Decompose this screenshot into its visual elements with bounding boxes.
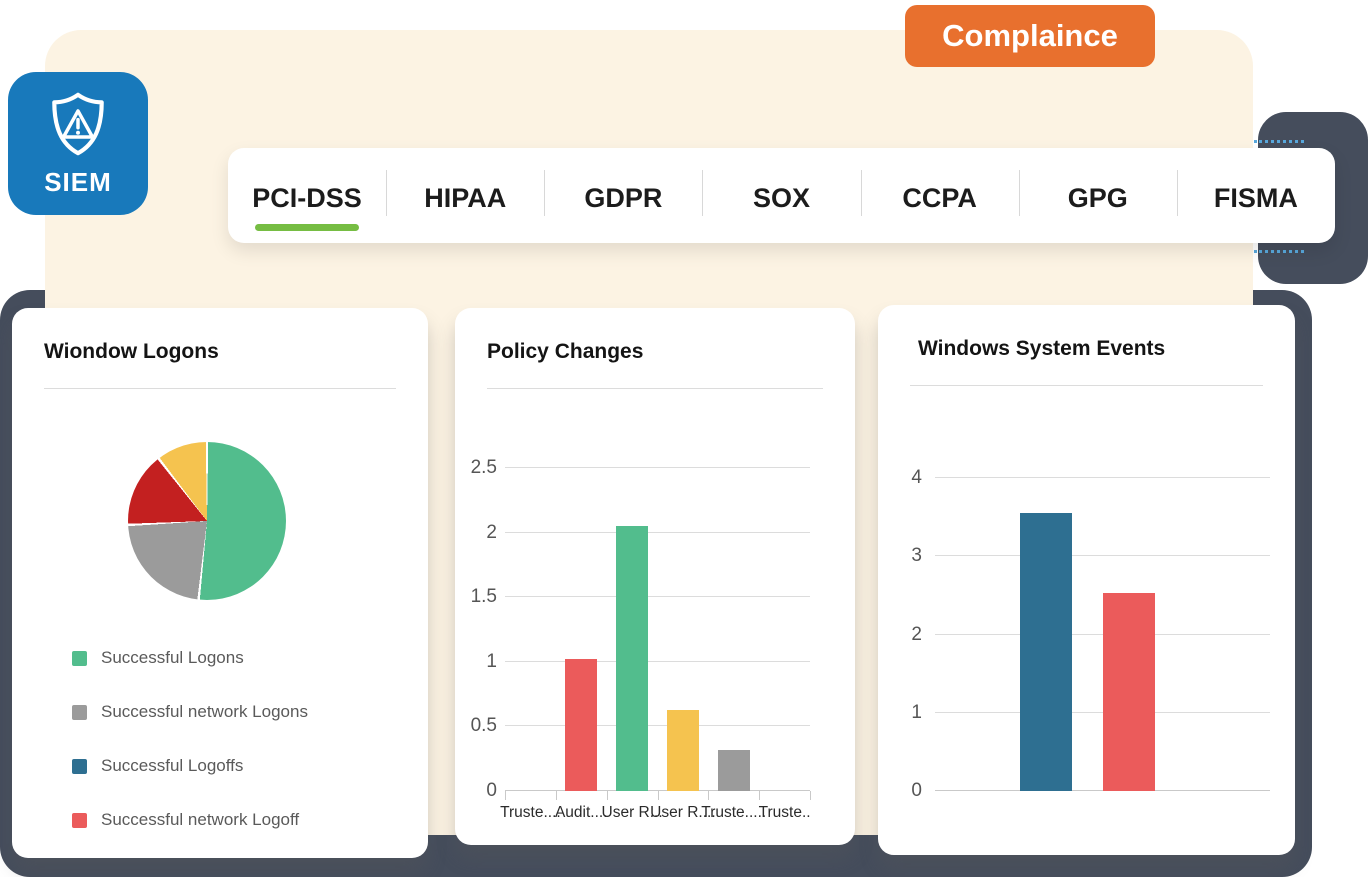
legend-label: Successful network Logoff [101, 810, 300, 829]
tab-label: CCPA [902, 183, 977, 213]
legend-swatch [72, 812, 87, 828]
x-axis-labels: Truste.... Audit.... User R... User R.... Tr… [500, 804, 811, 824]
bar [1103, 593, 1156, 791]
card-windows-system-events: Windows System Events 0 1 2 3 4 [878, 305, 1295, 855]
x-tick [606, 791, 608, 800]
card-window-logons: Wiondow Logons Successful Logons Successf… [12, 308, 428, 858]
gridline [935, 790, 1270, 791]
y-tick-label: 0 [486, 780, 497, 801]
card-title: Windows System Events [918, 337, 1166, 360]
compliance-badge: Complaince [905, 5, 1155, 67]
tab-ccpa[interactable]: CCPA [860, 148, 1019, 243]
tab-label: PCI-DSS [252, 183, 362, 213]
legend-label: Successful Logons [101, 648, 244, 667]
legend-swatch [72, 758, 87, 774]
divider [44, 388, 396, 389]
y-tick-label: 1 [486, 650, 497, 672]
tab-fisma[interactable]: FISMA [1176, 148, 1335, 243]
x-axis-label: Truste.. [758, 804, 811, 821]
legend-swatch [72, 650, 87, 666]
shield-alert-icon [52, 92, 104, 156]
legend-label: Successful Logoffs [101, 756, 244, 775]
y-axis: 0 1 2 3 4 [884, 468, 922, 800]
x-tick [505, 791, 506, 800]
gridline [505, 790, 810, 791]
bar-chart-plot [505, 467, 810, 791]
x-axis-label: Truste.... [500, 804, 561, 821]
bar [1019, 513, 1072, 791]
tab-pci-dss[interactable]: PCI-DSS [228, 148, 386, 243]
legend-swatch [72, 704, 87, 720]
legend-item: Successful network Logoff [72, 810, 308, 830]
card-title: Wiondow Logons [44, 340, 219, 363]
active-tab-underline [255, 224, 360, 231]
divider [910, 385, 1263, 386]
y-tick-label: 4 [911, 467, 922, 488]
x-tick [555, 791, 557, 800]
x-axis-ticks [505, 791, 811, 800]
gridline [935, 555, 1270, 557]
gridline [505, 531, 810, 533]
tab-gdpr[interactable]: GDPR [544, 148, 702, 243]
x-axis-label: User R.... [650, 804, 716, 821]
y-tick-label: 1 [911, 701, 922, 723]
dotted-line-decoration [1254, 250, 1304, 253]
gridline [935, 477, 1270, 478]
bar [666, 709, 699, 791]
siem-tile: SIEM [8, 72, 148, 215]
bar [565, 659, 598, 791]
gridline [505, 725, 810, 727]
x-tick [657, 791, 659, 800]
y-tick-label: 2 [911, 623, 922, 645]
tab-gpg[interactable]: GPG [1018, 148, 1177, 243]
tab-label: FISMA [1213, 183, 1298, 213]
legend-label: Successful network Logons [101, 702, 308, 721]
tab-sox[interactable]: SOX [702, 148, 860, 243]
pie-chart [128, 442, 286, 600]
bar-chart-plot [935, 477, 1270, 791]
gridline [505, 660, 810, 662]
gridline [935, 711, 1270, 713]
siem-label: SIEM [44, 167, 112, 197]
pie-legend: Successful Logons Successful network Logo… [72, 648, 308, 864]
tab-label: GDPR [584, 183, 663, 213]
y-tick-label: 2.5 [470, 457, 497, 478]
dotted-line-decoration [1254, 140, 1304, 143]
x-axis-label: Truste..... [701, 804, 767, 821]
gridline [935, 633, 1270, 635]
bar [717, 749, 750, 791]
tab-hipaa[interactable]: HIPAA [386, 148, 544, 243]
tab-label: HIPAA [424, 183, 507, 213]
y-tick-label: 3 [911, 545, 922, 567]
y-tick-label: 1.5 [470, 586, 497, 608]
gridline [505, 467, 810, 468]
x-axis-label: User R... [601, 804, 663, 821]
card-policy-changes: Policy Changes 0 0.5 1 1.5 2 2.5 Truste.... Au… [455, 308, 855, 845]
divider [487, 388, 823, 389]
tab-label: SOX [752, 183, 810, 213]
legend-item: Successful network Logons [72, 702, 308, 722]
x-tick [708, 791, 710, 800]
tab-label: GPG [1067, 183, 1128, 213]
gridline [505, 596, 810, 598]
compliance-tab-bar: PCI-DSS HIPAA GDPR SOX CCPA GPG FISMA [228, 148, 1335, 243]
y-tick-label: 0.5 [470, 715, 497, 737]
y-tick-label: 0 [911, 780, 922, 801]
x-tick [810, 791, 811, 800]
card-title: Policy Changes [487, 340, 644, 363]
y-axis: 0 0.5 1 1.5 2 2.5 [455, 458, 497, 800]
x-axis-label: Audit.... [554, 804, 608, 821]
x-tick [759, 791, 761, 800]
bar [616, 526, 649, 791]
legend-item: Successful Logoffs [72, 756, 308, 776]
legend-item: Successful Logons [72, 648, 308, 668]
y-tick-label: 2 [486, 521, 497, 543]
